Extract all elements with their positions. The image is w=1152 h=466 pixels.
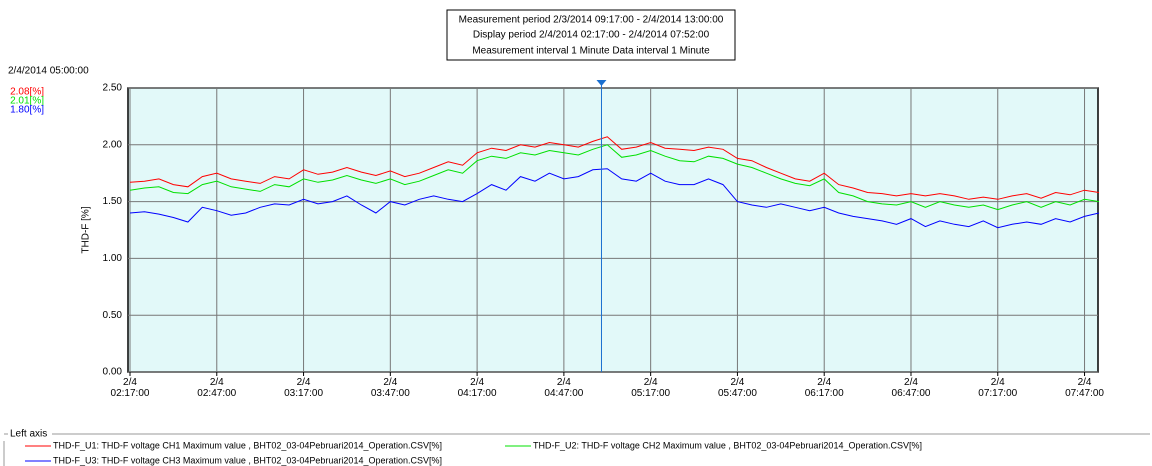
y-tick-label: 1.50 — [103, 196, 123, 207]
y-tick-label: 2.00 — [103, 139, 123, 150]
legend-label: THD-F_U2: THD-F voltage CH2 Maximum valu… — [533, 440, 922, 450]
y-tick-label: 2.50 — [103, 83, 123, 94]
x-tick-label: 2/4 02:47:00 — [197, 377, 236, 399]
info-box — [446, 9, 736, 61]
info-line: Measurement interval 1 Minute Data inter… — [472, 46, 710, 57]
x-tick-label: 2/4 03:17:00 — [284, 377, 323, 399]
x-tick-label: 2/4 07:47:00 — [1065, 377, 1104, 399]
legend-frame — [3, 433, 1150, 466]
info-line: Display period 2/4/2014 02:17:00 - 2/4/2… — [473, 30, 710, 41]
x-tick-label: 2/4 02:17:00 — [111, 377, 150, 399]
series-line — [129, 136, 1100, 200]
plot-area — [127, 87, 1099, 373]
cursor-value: 1.80[%] — [10, 105, 44, 116]
x-tick-label: 2/4 06:47:00 — [892, 377, 931, 399]
y-axis-label: THD-F [%] — [81, 206, 92, 253]
series-line — [129, 144, 1100, 211]
cursor-label: 2/4/2014 05:00:00 — [8, 66, 89, 77]
series-line — [129, 168, 1100, 229]
x-tick-label: 2/4 05:47:00 — [718, 377, 757, 399]
legend-label: THD-F_U1: THD-F voltage CH1 Maximum valu… — [53, 440, 442, 450]
legend-label: THD-F_U3: THD-F voltage CH3 Maximum valu… — [53, 455, 442, 465]
legend-title: Left axis — [10, 429, 47, 440]
cursor-marker — [596, 80, 607, 86]
x-tick-label: 2/4 03:47:00 — [371, 377, 410, 399]
x-tick-label: 2/4 05:17:00 — [631, 377, 670, 399]
cursor-value: 2.08[%] — [10, 87, 44, 98]
x-tick-label: 2/4 04:47:00 — [544, 377, 583, 399]
y-tick-label: 1.00 — [103, 253, 123, 264]
y-tick-label: 0.00 — [103, 367, 123, 378]
x-tick-label: 2/4 04:17:00 — [458, 377, 497, 399]
x-tick-label: 2/4 07:17:00 — [978, 377, 1017, 399]
x-tick-label: 2/4 06:17:00 — [805, 377, 844, 399]
cursor-value: 2.01[%] — [10, 96, 44, 107]
info-line: Measurement period 2/3/2014 09:17:00 - 2… — [459, 15, 724, 26]
y-tick-label: 0.50 — [103, 310, 123, 321]
